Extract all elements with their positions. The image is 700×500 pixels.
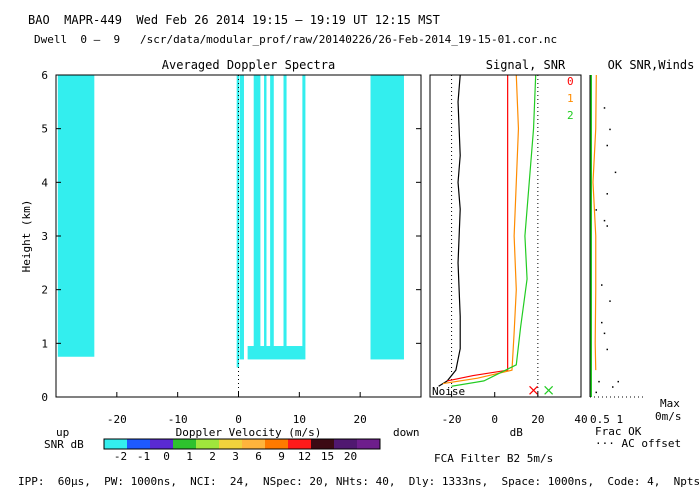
spectra-y-tick-label: 2 — [41, 284, 48, 297]
wind-dot — [603, 332, 606, 335]
wind-dot — [601, 284, 603, 286]
spectra-y-tick-label: 4 — [41, 176, 48, 189]
signal-x-tick-label: 40 — [574, 413, 587, 426]
snr-tick-label: 1 — [186, 450, 193, 463]
signal-x-marker — [529, 385, 538, 395]
snr-tick-label: -1 — [137, 450, 150, 463]
spectra-region-5 — [270, 75, 274, 349]
spectra-x-tick-label: -20 — [107, 413, 127, 426]
spectra-y-tick-label: 0 — [41, 391, 48, 404]
spectra-y-label: Height (km) — [20, 200, 33, 273]
spectra-x-tick-label: -10 — [168, 413, 188, 426]
snr-colorbar-swatch — [311, 439, 334, 449]
snr-tick-label: 3 — [232, 450, 239, 463]
signal-title: Signal, SNR — [486, 58, 566, 72]
down-label: down — [393, 426, 420, 439]
spectra-y-tick-label: 3 — [41, 230, 48, 243]
spectra-title: Averaged Doppler Spectra — [162, 58, 335, 72]
signal-series-0 — [447, 75, 509, 382]
snr-colorbar-swatch — [357, 439, 380, 449]
winds-x-ticks: 0.5 1 — [590, 413, 623, 426]
snr-colorbar-swatch — [196, 439, 219, 449]
ac-offset-line — [592, 74, 597, 371]
snr-colorbar-swatch — [288, 439, 311, 449]
signal-series-noise — [438, 74, 461, 387]
snr-colorbar-swatch — [219, 439, 242, 449]
ac-offset-label: ··· AC offset — [595, 437, 681, 450]
snr-colorbar-swatch — [242, 439, 265, 449]
wind-dot — [617, 380, 619, 383]
signal-legend-0: 0 — [567, 75, 574, 88]
snr-colorbar-swatch — [173, 439, 196, 449]
spectra-region-1 — [236, 75, 240, 368]
wind-dot — [609, 128, 611, 131]
spectra-region-8 — [370, 75, 404, 360]
wind-dot — [603, 219, 606, 222]
wind-dot — [609, 300, 611, 302]
snr-tick-label: -2 — [114, 450, 127, 463]
wind-dot — [612, 386, 614, 388]
snr-tick-label: 6 — [255, 450, 262, 463]
spectra-x-tick-label: 0 — [235, 413, 242, 426]
snr-tick-label: 15 — [321, 450, 334, 463]
spectra-x-tick-label: 10 — [293, 413, 306, 426]
signal-series-1 — [442, 74, 520, 385]
wind-dot — [606, 348, 608, 351]
wind-dot — [595, 209, 597, 211]
signal-series-2 — [451, 74, 537, 387]
snr-tick-label: 9 — [278, 450, 285, 463]
snr-tick-label: 0 — [163, 450, 170, 463]
spectra-region-9 — [247, 346, 306, 360]
spectra-region-0 — [57, 75, 95, 357]
spectra-region-3 — [253, 75, 261, 355]
snr-tick-label: 2 — [209, 450, 216, 463]
snr-db-label: SNR dB — [44, 438, 84, 451]
signal-legend-2: 2 — [567, 109, 574, 122]
spectra-region-6 — [283, 75, 287, 349]
noise-label: Noise — [432, 385, 465, 398]
signal-legend-1: 1 — [567, 92, 574, 105]
signal-frame — [429, 74, 582, 398]
wind-dot — [601, 321, 603, 324]
header-line-1: BAO MAPR-449 Wed Feb 26 2014 19:15 – 19:… — [28, 13, 440, 27]
snr-colorbar-swatch — [265, 439, 288, 449]
snr-colorbar-swatch — [334, 439, 357, 449]
wind-dot — [598, 380, 600, 383]
wind-dot — [606, 144, 608, 147]
wind-dot — [614, 171, 617, 174]
fca-filter-label: FCA Filter B2 5m/s — [434, 452, 553, 465]
snr-colorbar-swatch — [127, 439, 150, 449]
wind-dot — [603, 107, 606, 109]
signal-x-marker — [544, 385, 554, 395]
up-label: up — [56, 426, 69, 439]
snr-colorbar-swatch — [150, 439, 173, 449]
max-speed-label: 0m/s — [655, 410, 682, 423]
snr-colorbar-frame — [103, 438, 381, 450]
max-label: Max — [660, 397, 680, 410]
signal-x-tick-label: 0 — [491, 413, 498, 426]
spectra-x-label: Doppler Velocity (m/s) — [176, 426, 322, 439]
spectra-region-4 — [264, 75, 267, 352]
signal-x-tick-label: 20 — [531, 413, 544, 426]
winds-title: OK SNR,Winds — [608, 58, 695, 72]
wind-dot — [595, 391, 597, 394]
spectra-region-2 — [239, 75, 244, 360]
spectra-y-tick-label: 6 — [41, 69, 48, 82]
wind-dot — [606, 225, 608, 227]
spectra-y-tick-label: 5 — [41, 123, 48, 136]
spectra-x-tick-label: 20 — [354, 413, 367, 426]
snr-tick-label: 20 — [344, 450, 357, 463]
frac-ok-label: Frac OK — [595, 425, 642, 438]
wind-dot — [606, 193, 608, 195]
footer-params: IPP: 60μs, PW: 1000ns, NCI: 24, NSpec: 2… — [18, 475, 700, 488]
spectra-y-tick-label: 1 — [41, 337, 48, 350]
snr-tick-label: 12 — [298, 450, 311, 463]
header-line-2: Dwell 0 – 9 /scr/data/modular_prof/raw/2… — [34, 33, 558, 46]
signal-x-tick-label: -20 — [442, 413, 462, 426]
snr-colorbar-swatch — [104, 439, 127, 449]
signal-x-label: dB — [510, 426, 524, 439]
spectra-region-7 — [302, 75, 306, 347]
